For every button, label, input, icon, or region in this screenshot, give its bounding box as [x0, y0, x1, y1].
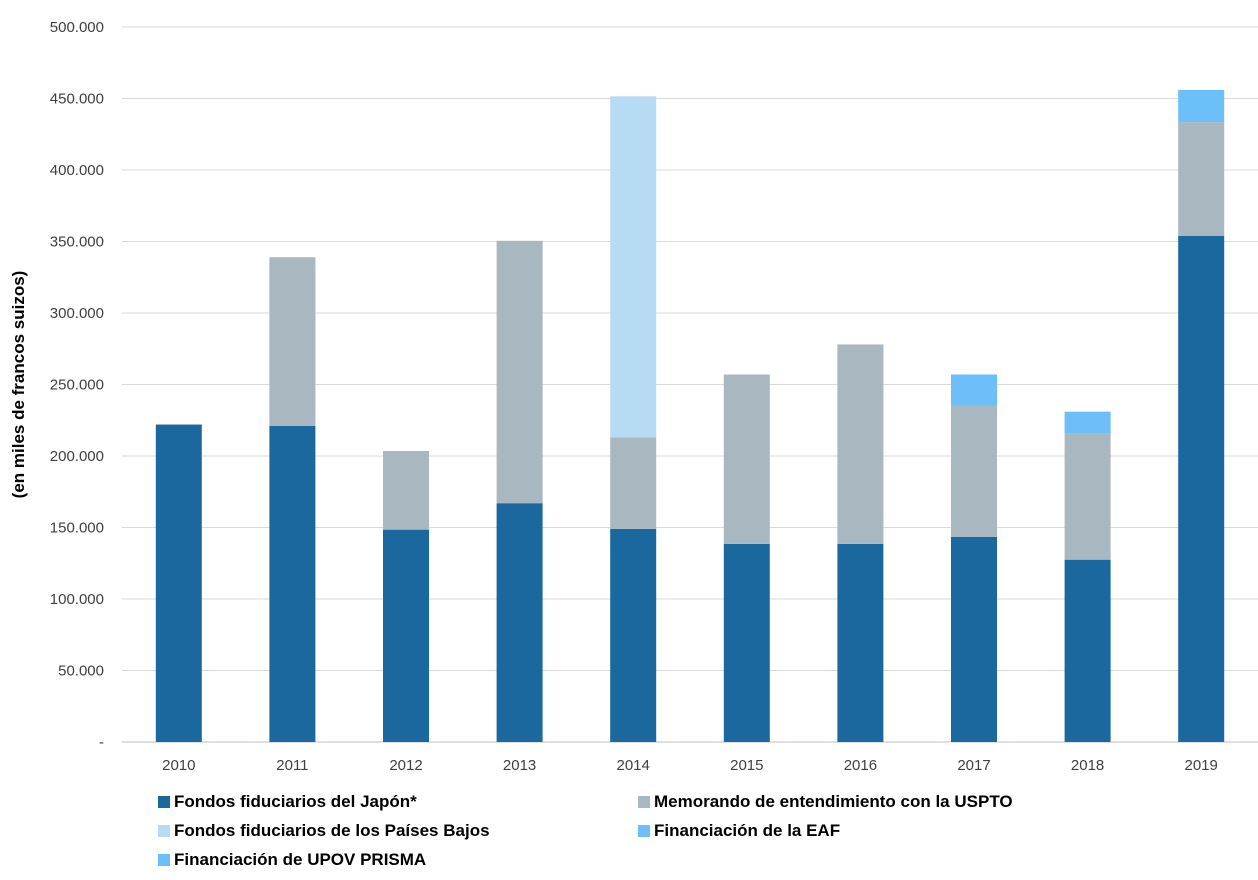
x-tick-label: 2014 — [617, 757, 650, 774]
legend-label: Financiación de UPOV PRISMA — [174, 850, 427, 869]
legend-swatch — [158, 796, 170, 808]
y-tick-label: 500.000 — [50, 19, 104, 36]
x-tick-label: 2011 — [276, 757, 308, 774]
legend-swatch — [638, 825, 650, 837]
y-tick-label: 50.000 — [58, 663, 104, 680]
x-axis: 2010 2011 2012 2013 2014 2015 2016 2017 2018 2019 — [162, 757, 1218, 774]
bar-2013-series-0 — [496, 503, 543, 742]
bar-2016-series-1 — [837, 344, 884, 544]
bars — [155, 89, 1225, 742]
bar-2012-series-1 — [383, 450, 429, 530]
bar-2019-series-0 — [1178, 235, 1225, 742]
bar-2013-series-1 — [496, 240, 543, 504]
bar-2015-series-1 — [723, 374, 770, 544]
bar-2012-series-0 — [383, 529, 429, 742]
x-tick-label: 2018 — [1071, 757, 1104, 774]
y-tick-label: 100.000 — [50, 591, 104, 608]
legend-swatch — [158, 825, 170, 837]
bar-2017-series-1 — [951, 405, 997, 537]
x-tick-label: 2010 — [162, 757, 195, 774]
y-axis: - 50.000 100.000 150.000 200.000 250.000 300.0… — [50, 19, 104, 751]
legend-item-4: Financiación de UPOV PRISMA — [158, 850, 426, 870]
bar-2018-series-0 — [1064, 559, 1111, 742]
legend-label: Fondos fiduciarios del Japón* — [174, 792, 417, 811]
bar-2019-series-3 — [1178, 89, 1225, 123]
x-tick-label: 2017 — [957, 757, 990, 774]
y-tick-label: 250.000 — [50, 377, 104, 394]
bar-2015-series-0 — [723, 543, 770, 742]
legend-swatch — [158, 854, 170, 866]
x-tick-label: 2019 — [1185, 757, 1218, 774]
legend-label: Memorando de entendimiento con la USPTO — [654, 792, 1013, 811]
bar-2014-series-2 — [610, 96, 657, 438]
legend-swatch — [638, 796, 650, 808]
x-tick-label: 2016 — [844, 757, 877, 774]
legend-item-1: Memorando de entendimiento con la USPTO — [638, 792, 1013, 812]
bar-2016-series-0 — [837, 543, 884, 742]
y-tick-label: 400.000 — [50, 162, 104, 179]
legend-item-0: Fondos fiduciarios del Japón* — [158, 792, 417, 812]
legend-label: Financiación de la EAF — [654, 821, 841, 840]
bar-2018-series-3 — [1064, 411, 1111, 434]
bar-2019-series-1 — [1178, 122, 1225, 236]
bar-2010-series-0 — [155, 424, 202, 742]
x-tick-label: 2012 — [389, 757, 422, 774]
legend-item-2: Fondos fiduciarios de los Países Bajos — [158, 821, 490, 841]
bar-2017-series-0 — [951, 536, 997, 742]
x-tick-label: 2013 — [503, 757, 536, 774]
legend-label: Fondos fiduciarios de los Países Bajos — [174, 821, 490, 840]
bar-2011-series-0 — [269, 425, 316, 742]
y-tick-label: 350.000 — [50, 234, 104, 251]
bar-2011-series-1 — [269, 257, 316, 426]
y-tick-label: 150.000 — [50, 520, 104, 537]
y-tick-label: 450.000 — [50, 91, 104, 108]
bar-2014-series-0 — [610, 528, 657, 742]
y-axis-label: (en miles de francos suizos) — [9, 271, 28, 499]
y-tick-label: - — [99, 734, 104, 751]
x-tick-label: 2015 — [730, 757, 763, 774]
y-tick-label: 200.000 — [50, 448, 104, 465]
bar-2018-series-1 — [1064, 433, 1111, 560]
legend-item-3: Financiación de la EAF — [638, 821, 840, 841]
y-tick-label: 300.000 — [50, 305, 104, 322]
bar-2017-series-3 — [951, 374, 997, 406]
bar-2014-series-1 — [610, 437, 657, 529]
